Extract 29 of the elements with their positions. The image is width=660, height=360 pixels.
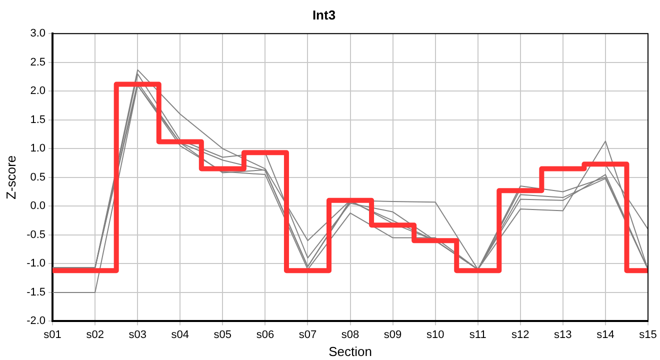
y-tick-label: 3.0 (30, 28, 46, 40)
x-tick-label: s07 (298, 328, 317, 341)
y-tick-label: 1.0 (30, 142, 46, 155)
x-axis-title: Section (328, 344, 372, 359)
x-tick-label: s13 (554, 328, 572, 341)
y-tick-label: 2.0 (30, 85, 46, 98)
y-tick-label: -2.0 (26, 315, 46, 328)
x-tick-label: s01 (44, 328, 62, 341)
x-tick-label: s10 (426, 328, 444, 341)
x-tick-label: s09 (384, 328, 402, 341)
x-tick-label: s04 (171, 328, 190, 341)
chart-title: Int3 (312, 7, 336, 22)
y-tick-label: 2.5 (30, 56, 46, 68)
y-tick-label: 0.0 (30, 200, 46, 212)
y-tick-label: -0.5 (26, 228, 46, 241)
x-tick-label: s02 (86, 328, 104, 341)
y-axis-title: Z-score (3, 155, 18, 200)
y-tick-label: -1.5 (26, 286, 46, 298)
x-tick-label: s08 (341, 328, 360, 341)
x-tick-label: s14 (596, 328, 614, 341)
x-tick-label: s03 (128, 328, 146, 341)
x-tick-label: s12 (512, 328, 530, 341)
x-tick-label: s05 (214, 328, 232, 341)
y-tick-label: 0.5 (30, 171, 46, 184)
x-tick-label: s15 (639, 328, 657, 341)
x-tick-label: s11 (469, 328, 486, 341)
x-tick-label: s06 (256, 328, 274, 341)
y-tick-label: 1.5 (30, 114, 46, 126)
y-tick-label: -1.0 (26, 258, 46, 270)
